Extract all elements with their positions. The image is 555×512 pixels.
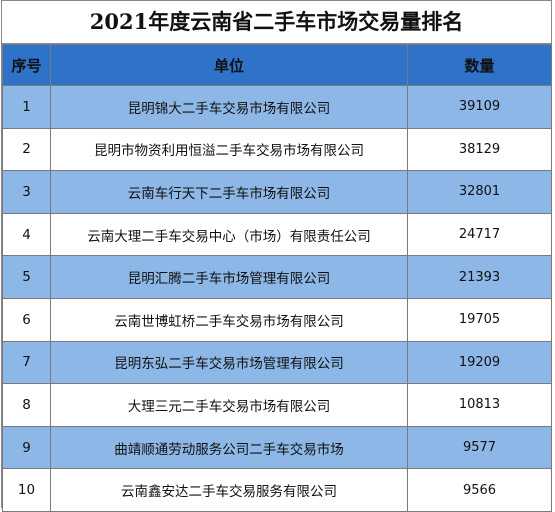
- table-row: 4 云南大理二手车交易中心（市场）有限责任公司 24717: [2, 212, 552, 257]
- cell-company: 昆明锦大二手车交易市场有限公司: [50, 85, 408, 129]
- cell-index: 1: [2, 85, 51, 129]
- cell-index: 8: [2, 383, 51, 427]
- cell-index: 7: [2, 340, 51, 385]
- ranking-table: 序号 单位 数量 1 昆明锦大二手车交易市场有限公司 39109 2 昆明市物资利用恒溢…: [2, 44, 552, 512]
- cell-company: 昆明汇腾二手车市场管理有限公司: [50, 255, 408, 299]
- table-row: 8 大理三元二手车交易市场有限公司 10813: [2, 383, 552, 427]
- cell-index: 6: [2, 297, 51, 342]
- table-row: 6 云南世博虹桥二手车交易市场有限公司 19705: [2, 297, 552, 342]
- table-header-row: 序号 单位 数量: [2, 44, 552, 86]
- header-quantity: 数量: [407, 44, 552, 86]
- cell-company: 昆明市物资利用恒溢二手车交易市场有限公司: [50, 127, 408, 172]
- table-body: 1 昆明锦大二手车交易市场有限公司 39109 2 昆明市物资利用恒溢二手车交易市场有限…: [2, 85, 552, 512]
- page-title: 2021年度云南省二手车市场交易量排名: [2, 1, 551, 44]
- cell-quantity: 19705: [407, 297, 552, 342]
- cell-index: 9: [2, 425, 51, 470]
- cell-quantity: 32801: [407, 170, 552, 214]
- table-row: 2 昆明市物资利用恒溢二手车交易市场有限公司 38129: [2, 127, 552, 172]
- cell-company: 曲靖顺通劳动服务公司二手车交易市场: [50, 425, 408, 470]
- table-row: 5 昆明汇腾二手车市场管理有限公司 21393: [2, 255, 552, 299]
- cell-company: 昆明东弘二手车交易市场管理有限公司: [50, 340, 408, 385]
- cell-company: 云南世博虹桥二手车交易市场有限公司: [50, 297, 408, 342]
- cell-quantity: 10813: [407, 383, 552, 427]
- header-company: 单位: [50, 44, 408, 86]
- cell-quantity: 21393: [407, 255, 552, 299]
- cell-quantity: 39109: [407, 85, 552, 129]
- cell-quantity: 24717: [407, 212, 552, 257]
- cell-quantity: 9566: [407, 468, 552, 512]
- cell-index: 2: [2, 127, 51, 172]
- cell-index: 5: [2, 255, 51, 299]
- header-index: 序号: [2, 44, 51, 86]
- cell-quantity: 9577: [407, 425, 552, 470]
- cell-company: 云南大理二手车交易中心（市场）有限责任公司: [50, 212, 408, 257]
- cell-index: 10: [2, 468, 51, 512]
- table-row: 7 昆明东弘二手车交易市场管理有限公司 19209: [2, 340, 552, 385]
- cell-company: 大理三元二手车交易市场有限公司: [50, 383, 408, 427]
- cell-index: 3: [2, 170, 51, 214]
- table-row: 9 曲靖顺通劳动服务公司二手车交易市场 9577: [2, 425, 552, 470]
- cell-index: 4: [2, 212, 51, 257]
- table-row: 10 云南鑫安达二手车交易服务有限公司 9566: [2, 468, 552, 512]
- cell-quantity: 19209: [407, 340, 552, 385]
- table-row: 3 云南车行天下二手车市场有限公司 32801: [2, 170, 552, 214]
- cell-company: 云南鑫安达二手车交易服务有限公司: [50, 468, 408, 512]
- table-row: 1 昆明锦大二手车交易市场有限公司 39109: [2, 85, 552, 129]
- cell-quantity: 38129: [407, 127, 552, 172]
- cell-company: 云南车行天下二手车市场有限公司: [50, 170, 408, 214]
